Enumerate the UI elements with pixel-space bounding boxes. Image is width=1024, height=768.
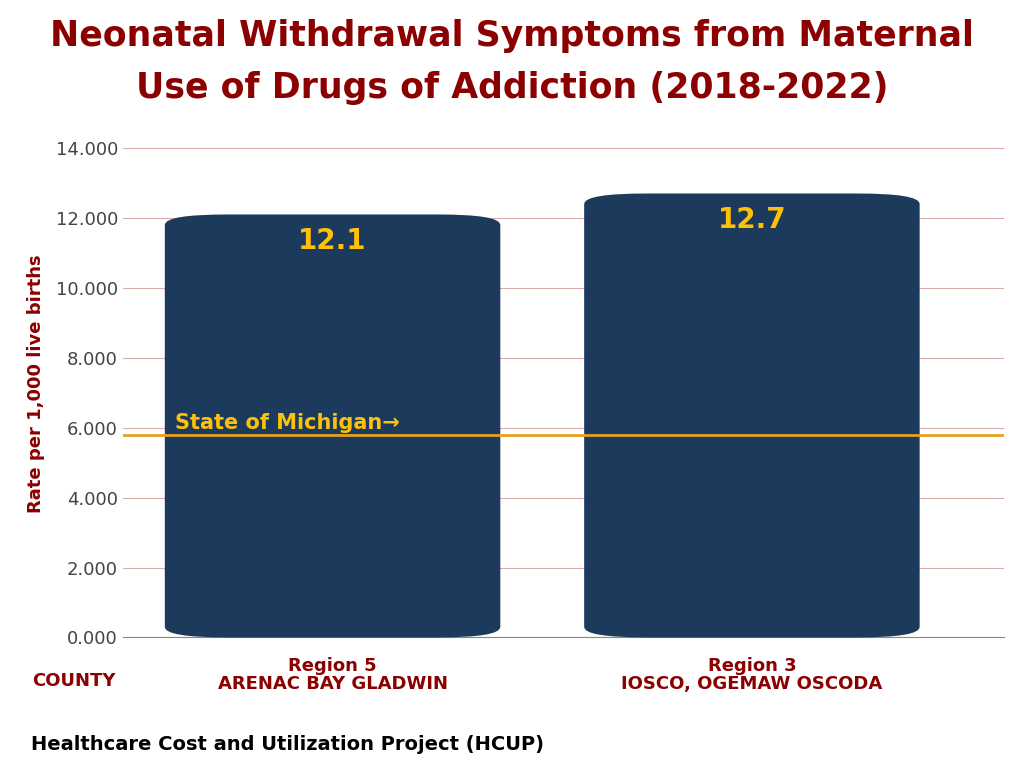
Text: COUNTY: COUNTY — [32, 672, 115, 690]
Text: Region 3: Region 3 — [708, 657, 797, 675]
FancyBboxPatch shape — [165, 214, 501, 637]
Text: Healthcare Cost and Utilization Project (HCUP): Healthcare Cost and Utilization Project … — [31, 735, 544, 754]
FancyBboxPatch shape — [584, 194, 920, 637]
Text: Neonatal Withdrawal Symptoms from Maternal: Neonatal Withdrawal Symptoms from Matern… — [50, 19, 974, 53]
Text: 12.7: 12.7 — [718, 206, 786, 233]
Text: State of Michigan→: State of Michigan→ — [175, 413, 400, 433]
Text: Use of Drugs of Addiction (2018-2022): Use of Drugs of Addiction (2018-2022) — [136, 71, 888, 104]
Text: Region 5: Region 5 — [288, 657, 377, 675]
Y-axis label: Rate per 1,000 live births: Rate per 1,000 live births — [27, 255, 44, 513]
Text: ARENAC BAY GLADWIN: ARENAC BAY GLADWIN — [217, 676, 447, 694]
Text: 12.1: 12.1 — [298, 227, 367, 255]
Text: IOSCO, OGEMAW OSCODA: IOSCO, OGEMAW OSCODA — [622, 676, 883, 694]
